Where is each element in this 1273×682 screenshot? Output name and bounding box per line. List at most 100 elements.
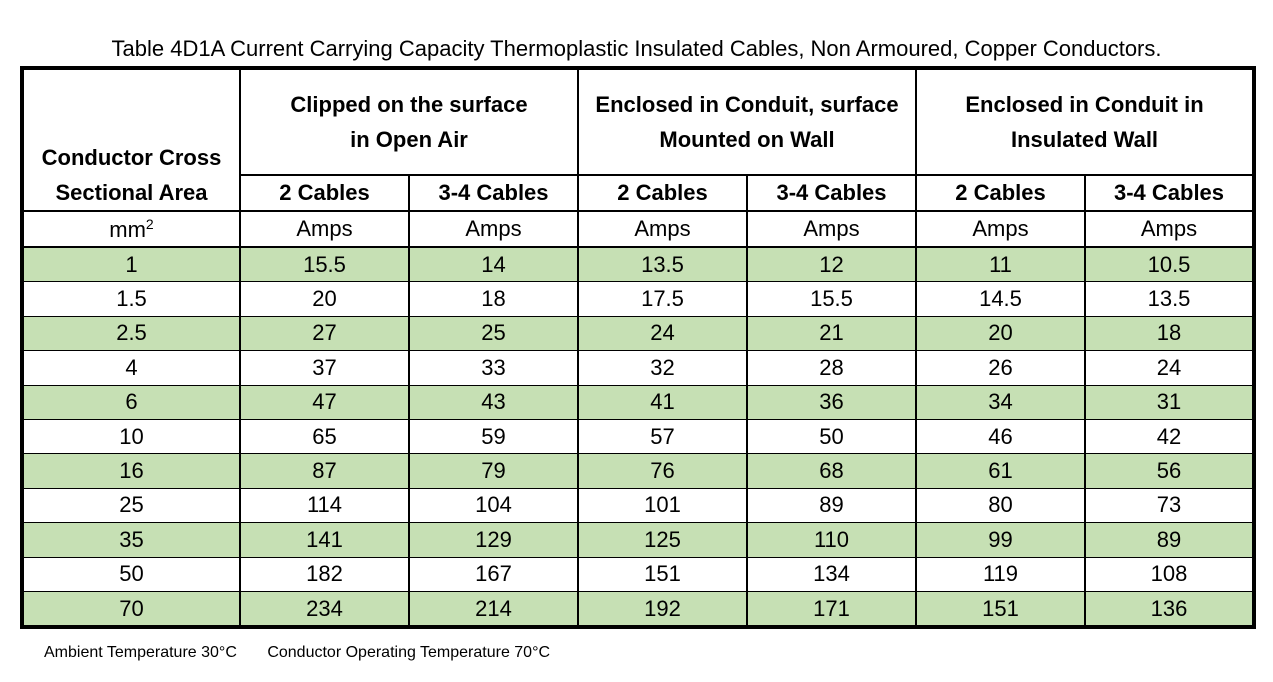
area-header: Conductor Cross Sectional Area	[21, 67, 241, 212]
group-header-line2: Mounted on Wall	[659, 127, 835, 152]
amps-cell: 13.5	[577, 246, 748, 283]
amps-cell: 167	[408, 556, 579, 592]
amps-cell: 24	[577, 315, 748, 352]
sub-header: 3-4 Cables	[408, 174, 579, 212]
area-cell: 1.5	[21, 281, 241, 317]
group-header-line1: Enclosed in Conduit in	[965, 92, 1204, 117]
sub-header-row: 2 Cables 3-4 Cables 2 Cables 3-4 Cables …	[22, 174, 1256, 212]
amps-cell: 104	[408, 487, 579, 524]
amps-cell: 192	[577, 590, 748, 628]
table-row: 6 47 43 41 36 34 31	[21, 384, 1256, 420]
amps-cell: 68	[746, 453, 917, 489]
amps-cell: 57	[577, 418, 748, 455]
area-cell: 6	[21, 384, 241, 420]
amps-cell: 79	[408, 453, 579, 489]
amps-cell: 234	[239, 590, 410, 628]
units-row: mm2 Amps Amps Amps Amps Amps Amps	[21, 210, 1256, 248]
amps-cell: 171	[746, 590, 917, 628]
area-cell: 70	[21, 590, 241, 628]
table-row: 2.5 27 25 24 21 20 18	[21, 315, 1256, 352]
amps-cell: 36	[746, 384, 917, 420]
amps-cell: 46	[915, 418, 1086, 455]
unit-amps: Amps	[915, 210, 1086, 248]
table-row: 16 87 79 76 68 61 56	[21, 453, 1256, 489]
sub-header: 2 Cables	[577, 174, 748, 212]
table-row: 25 114 104 101 89 80 73	[21, 487, 1256, 524]
sub-header: 2 Cables	[915, 174, 1086, 212]
unit-area: mm2	[21, 210, 241, 248]
amps-cell: 14.5	[915, 281, 1086, 317]
amps-cell: 15.5	[239, 246, 410, 283]
amps-cell: 17.5	[577, 281, 748, 317]
amps-cell: 136	[1083, 590, 1256, 628]
area-cell: 4	[21, 350, 241, 386]
unit-area-base: mm	[109, 216, 146, 242]
amps-cell: 10.5	[1083, 246, 1256, 283]
amps-cell: 114	[239, 487, 410, 524]
group-header-line1: Clipped on the surface	[290, 92, 528, 117]
amps-cell: 14	[408, 246, 579, 283]
amps-cell: 59	[408, 418, 579, 455]
footnote-operating: Conductor Operating Temperature 70°C	[267, 644, 551, 661]
unit-amps: Amps	[408, 210, 579, 248]
amps-cell: 50	[746, 418, 917, 455]
amps-cell: 25	[408, 315, 579, 352]
amps-cell: 87	[239, 453, 410, 489]
footnote-ambient: Ambient Temperature 30°C	[44, 644, 237, 661]
amps-cell: 65	[239, 418, 410, 455]
current-capacity-table: Conductor Cross Sectional Area Clipped o…	[20, 66, 1257, 630]
sub-header: 3-4 Cables	[746, 174, 917, 212]
amps-cell: 110	[746, 522, 917, 558]
amps-cell: 37	[239, 350, 410, 386]
table-row: 35 141 129 125 110 99 89	[21, 522, 1256, 558]
amps-cell: 134	[746, 556, 917, 592]
data-rows: 1 15.5 14 13.5 12 11 10.5 1.5 20 18 17.5 15.5 14.5 13…	[21, 246, 1256, 628]
group-header-line2: Insulated Wall	[1010, 127, 1159, 152]
area-header-line2: Sectional Area	[55, 180, 208, 205]
group-header-line1: Enclosed in Conduit, surface	[595, 92, 899, 117]
area-cell: 2.5	[21, 315, 241, 352]
footnotes: Ambient Temperature 30°C Conductor Opera…	[44, 644, 550, 662]
amps-cell: 73	[1083, 487, 1256, 524]
unit-area-superscript: 2	[145, 215, 154, 232]
amps-cell: 21	[746, 315, 917, 352]
amps-cell: 34	[915, 384, 1086, 420]
amps-cell: 151	[915, 590, 1086, 628]
amps-cell: 76	[577, 453, 748, 489]
amps-cell: 80	[915, 487, 1086, 524]
unit-amps: Amps	[577, 210, 748, 248]
area-cell: 25	[21, 487, 241, 524]
amps-cell: 125	[577, 522, 748, 558]
amps-cell: 28	[746, 350, 917, 386]
amps-cell: 108	[1083, 556, 1256, 592]
unit-amps: Amps	[1083, 210, 1256, 248]
table-row: 1 15.5 14 13.5 12 11 10.5	[21, 246, 1256, 283]
amps-cell: 89	[746, 487, 917, 524]
table-row: 10 65 59 57 50 46 42	[21, 418, 1256, 455]
amps-cell: 47	[239, 384, 410, 420]
amps-cell: 41	[577, 384, 748, 420]
amps-cell: 182	[239, 556, 410, 592]
amps-cell: 12	[746, 246, 917, 283]
amps-cell: 20	[915, 315, 1086, 352]
amps-cell: 43	[408, 384, 579, 420]
amps-cell: 18	[408, 281, 579, 317]
group-header-row: Conductor Cross Sectional Area Clipped o…	[21, 67, 1256, 212]
area-cell: 35	[21, 522, 241, 558]
amps-cell: 27	[239, 315, 410, 352]
amps-cell: 33	[408, 350, 579, 386]
sub-header: 3-4 Cables	[1083, 174, 1256, 212]
amps-cell: 89	[1083, 522, 1256, 558]
group-header-line2: in Open Air	[350, 127, 468, 152]
table-title: Table 4D1A Current Carrying Capacity The…	[111, 36, 1162, 61]
amps-cell: 15.5	[746, 281, 917, 317]
amps-cell: 42	[1083, 418, 1256, 455]
amps-cell: 101	[577, 487, 748, 524]
group-header-insulated-wall: Enclosed in Conduit in Insulated Wall	[914, 67, 1256, 176]
amps-cell: 141	[239, 522, 410, 558]
table-row: 70 234 214 192 171 151 136	[21, 590, 1256, 628]
amps-cell: 61	[915, 453, 1086, 489]
amps-cell: 26	[915, 350, 1086, 386]
amps-cell: 32	[577, 350, 748, 386]
area-cell: 16	[21, 453, 241, 489]
